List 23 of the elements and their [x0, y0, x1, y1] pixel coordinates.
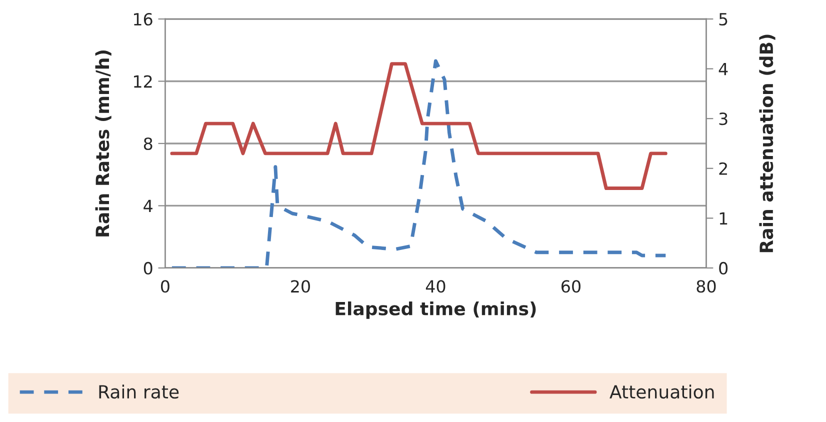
x-tick-label: 0 [160, 280, 170, 293]
y2-tick-label: 1 [720, 212, 728, 225]
y-tick-label: 8 [144, 137, 152, 150]
y-tick-label: 12 [134, 75, 152, 88]
y2-tick-label: 4 [718, 62, 728, 76]
x-axis-title: Elapsed time (mins) [336, 301, 536, 319]
x-tick-label: 80 [696, 280, 716, 293]
y2-tick-label: 5 [719, 13, 728, 26]
line-series [170, 62, 668, 190]
line-series [170, 59, 668, 268]
legend-label: Attenuation [610, 384, 714, 399]
x-tick-label: 40 [426, 280, 446, 293]
legend-label: Rain rate [99, 384, 179, 399]
y2-axis-title: Rain attenuation (dB) [759, 34, 776, 252]
y-tick-label: 16 [134, 12, 152, 26]
x-tick-label: 60 [562, 280, 580, 293]
y-tick-label: 4 [144, 200, 152, 212]
y-tick-label: 0 [144, 262, 152, 275]
y-axis-title: Rain Rates (mm/h) [95, 50, 112, 236]
y2-tick-label: 3 [719, 112, 728, 126]
y2-tick-label: 0 [719, 262, 728, 275]
x-tick-label: 20 [291, 280, 310, 293]
y2-tick-label: 2 [719, 162, 727, 175]
